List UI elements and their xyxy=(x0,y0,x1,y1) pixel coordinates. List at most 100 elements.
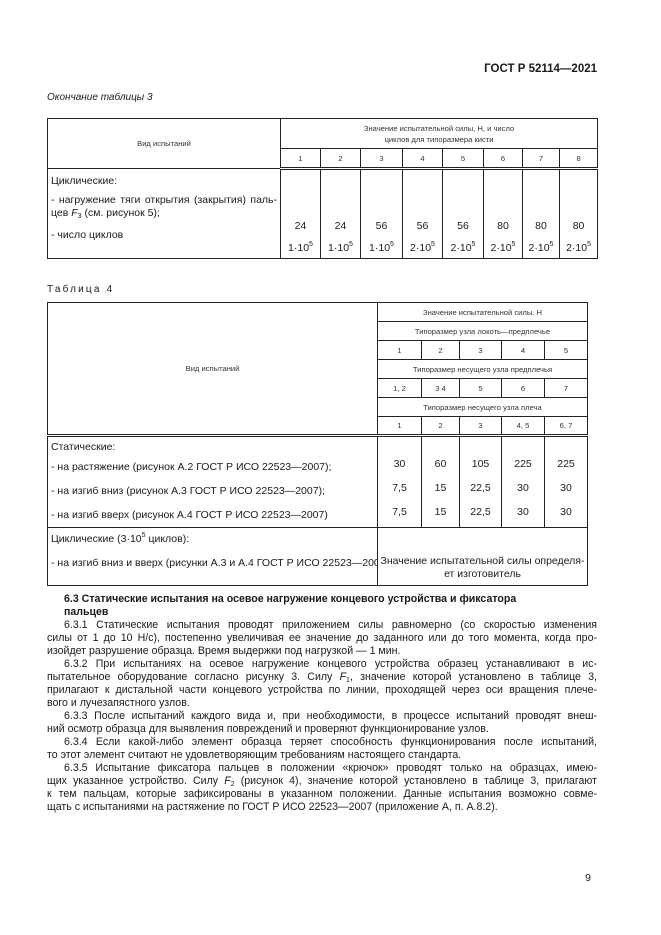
table4-size-header: 3 4 xyxy=(421,378,460,398)
text-line: 6.3.1 Статические испытания проводят при… xyxy=(47,619,597,632)
text-line: 6.3.2 При испытаниях на осевое нагружени… xyxy=(47,658,597,671)
table3-force-value: 80 xyxy=(572,220,585,232)
table4-cyclic-row-label: - на изгиб вниз и вверх (рисунки А.3 и А… xyxy=(51,557,378,569)
table3: Вид испытаний Значение испытательной сил… xyxy=(47,118,599,259)
cycles-exponent: 5 xyxy=(349,241,353,248)
table3-row2-label: - число циклов xyxy=(51,229,124,241)
cycles-exponent: 5 xyxy=(390,241,394,248)
text-run: 6.3.1 Статические испытания проводят при… xyxy=(64,619,597,631)
text-run: , значение которой установлено в таблице… xyxy=(349,671,597,683)
text-run: к тем пальцам, которые зафиксированы в у… xyxy=(47,788,597,800)
section-6-3: 6.3 Статические испытания на осевое нагр… xyxy=(47,593,597,814)
text-line: пытательное оборудование согласно рисунк… xyxy=(47,671,597,684)
table3-size-header: 6 xyxy=(483,148,523,170)
cycles-mantissa: 1·10 xyxy=(369,242,391,254)
cycles-exponent: 5 xyxy=(587,241,592,248)
table4-static-value: 22,5 xyxy=(470,482,491,494)
table3-value-cell: 80 2·105 xyxy=(483,168,523,259)
cycles-exponent: 5 xyxy=(309,241,313,248)
table4-static-labels: Статические: - на растяжение (рисунок А.… xyxy=(47,435,378,528)
cycles-exponent: 5 xyxy=(431,241,435,248)
table4-static-value: 30 xyxy=(393,458,406,470)
table3-force-value: 24 xyxy=(294,220,307,232)
cycles-mantissa: 2·10 xyxy=(566,242,588,254)
table4-size-header: 7 xyxy=(544,378,588,398)
text-line: к тем пальцам, которые зафиксированы в у… xyxy=(47,788,597,801)
table4-size-header: 1 xyxy=(377,416,422,437)
cycles-mantissa: 1·10 xyxy=(328,242,350,254)
cycles-mantissa: 2·10 xyxy=(410,242,432,254)
table4-static-value: 225 xyxy=(514,458,532,470)
text-line: 6.3.4 Если какой-либо элемент образца те… xyxy=(47,736,597,749)
text-run: F xyxy=(224,775,231,787)
text-run: вого и лучезапястного узлов. xyxy=(47,697,190,709)
text-run: 6.3 Статические испытания на осевое нагр… xyxy=(64,593,517,605)
text-run: 6.3.2 При испытаниях на осевое нагружени… xyxy=(64,658,597,670)
table3-row-labels: Циклические: - нагружение тяги открытия … xyxy=(47,168,281,259)
table4: Вид испытаний Значение испытательной сил… xyxy=(47,302,588,586)
text-run: 1 xyxy=(346,677,350,684)
text-run: пальцев xyxy=(64,606,109,618)
table4-static-value: 30 xyxy=(560,482,572,494)
text-run: изойдет разрушение образца. Время выдерж… xyxy=(47,645,401,657)
table4-static-value: 60 xyxy=(434,458,447,470)
table3-size-header: 1 xyxy=(280,148,321,170)
table3-force-value: 56 xyxy=(416,220,429,232)
text-line: ний осмотр образца для выявления поврежд… xyxy=(47,723,597,736)
table4-static-value: 7,5 xyxy=(392,482,407,494)
table4-size-header: 4 xyxy=(501,340,545,360)
text-run: F xyxy=(339,671,347,683)
text-line: силы от 1 до 10 Н/с), постепенно увеличи… xyxy=(47,632,597,645)
table4-static-row-label: - на изгиб вверх (рисунок А.4 ГОСТ Р ИСО… xyxy=(51,509,328,521)
table3-col-header: Вид испытаний xyxy=(47,118,281,169)
table3-value-cell: 56 2·105 xyxy=(442,168,484,259)
table4-size-header: 2 xyxy=(421,340,460,360)
table3-size-header: 4 xyxy=(402,148,443,170)
text-run: 2 xyxy=(230,781,235,788)
text-run: пытательное оборудование согласно рисунк… xyxy=(47,671,340,683)
table4-col-header: Вид испытаний xyxy=(47,302,378,437)
table3-size-header: 2 xyxy=(320,148,361,170)
table4-static-value: 7,5 xyxy=(392,506,407,518)
text-line: 6.3.3 После испытаний каждого вида и, пр… xyxy=(47,710,597,723)
table4-static-value: 225 xyxy=(557,458,575,470)
table3-row1-label-line1: - нагружение тяги открытия (закрытия) па… xyxy=(51,194,277,206)
table4-header-forearm: Типоразмер несущего узла предплечья xyxy=(377,359,588,379)
table3-caption: Окончание таблицы 3 xyxy=(47,92,153,103)
cycles-mantissa: 2·10 xyxy=(528,242,550,254)
table4-size-header: 3 xyxy=(459,416,502,437)
table4-size-header: 4, 5 xyxy=(501,416,545,437)
text-line: пальцев xyxy=(47,606,597,619)
text-run: 6.3.3 После испытаний каждого вида и, пр… xyxy=(64,710,597,722)
table4-static-value-cell: 60 15 15 xyxy=(421,435,460,528)
text-line: прилагают к дистальной части концевого у… xyxy=(47,684,597,697)
table3-value-cell: 24 1·105 xyxy=(320,168,361,259)
table4-static-row-label: - на изгиб вниз (рисунок А.3 ГОСТ Р ИСО … xyxy=(51,485,325,497)
table3-section-label: Циклические: xyxy=(51,175,118,187)
table3-value-cell: 56 1·105 xyxy=(360,168,403,259)
table3-size-header: 7 xyxy=(522,148,560,170)
table3-cycles-value: 2·105 xyxy=(561,241,597,255)
table4-size-header: 6 xyxy=(501,378,545,398)
table3-value-cell: 80 2·105 xyxy=(522,168,560,259)
cycles-exponent: 5 xyxy=(511,241,516,248)
table3-row1-label-line2: цев F3 (см. рисунок 5); xyxy=(51,207,160,220)
table4-static-value-cell: 105 22,5 22,5 xyxy=(459,435,502,528)
table3-size-header: 8 xyxy=(558,148,599,170)
table4-cyclic-label: Циклические (3·105 циклов): xyxy=(51,532,190,545)
table4-caption: Таблица 4 xyxy=(47,284,115,295)
table4-size-header: 2 xyxy=(421,416,460,437)
table4-static-value: 22,5 xyxy=(470,506,491,518)
table4-static-value: 30 xyxy=(517,506,529,518)
table4-static-value-cell: 225 30 30 xyxy=(501,435,545,528)
table4-size-header: 1 xyxy=(377,340,422,360)
table3-force-value: 24 xyxy=(334,220,347,232)
table3-group-header: Значение испытательной силы, Н, и число … xyxy=(279,118,599,149)
text-run: 6.3.5 Испытание фиксатора пальцев в поло… xyxy=(64,762,597,774)
text-run: то этот элемент считают не удовлетворяющ… xyxy=(47,749,462,761)
table4-static-value-cell: 30 7,5 7,5 xyxy=(377,435,422,528)
table3-cycles-value: 1·105 xyxy=(322,241,360,255)
cycles-mantissa: 2·10 xyxy=(450,242,472,254)
table4-static-value: 105 xyxy=(471,458,490,470)
table4-header-shoulder: Типоразмер несущего узла плеча xyxy=(377,397,588,417)
